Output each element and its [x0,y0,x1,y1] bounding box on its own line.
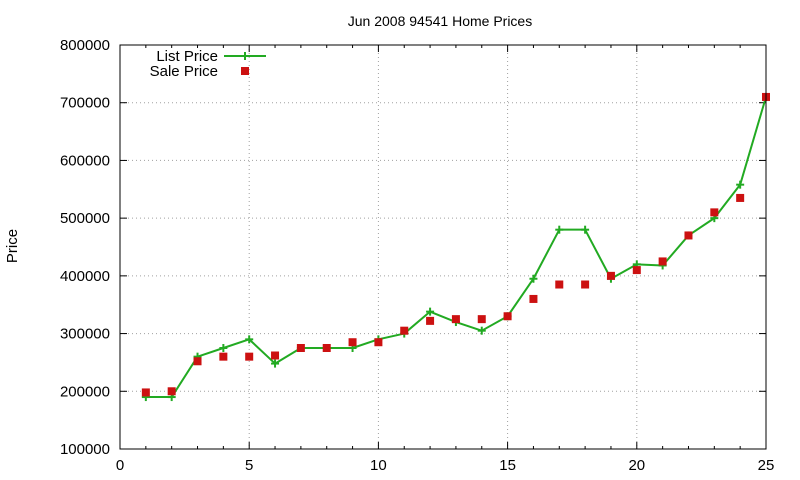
data-point-square [684,231,693,240]
legend-label-sale-price: Sale Price [150,63,218,80]
data-point-square [219,352,228,361]
data-point-square [400,326,409,335]
x-tick-label: 5 [245,457,253,474]
data-point-square [658,257,667,266]
data-point-plus [426,307,435,316]
data-point-plus [245,335,254,344]
data-point-plus [477,326,486,335]
x-tick-label: 10 [370,457,387,474]
legend-label-list-price: List Price [156,48,218,65]
data-point-square [193,357,202,366]
plot-frame [119,44,767,450]
data-point-square [271,351,280,360]
data-point-square [632,266,641,275]
y-tick-label: 500000 [60,210,110,227]
grid [120,45,766,449]
x-tick-label: 25 [758,457,775,474]
data-point-square [322,344,331,352]
series-sale-price [141,92,770,397]
data-point-plus [219,344,228,352]
legend-marker-sale-price [241,67,249,75]
y-tick-label: 800000 [60,37,110,54]
x-tick-label: 20 [628,457,645,474]
data-point-plus [271,359,280,368]
legend: List Price Sale Price [150,48,266,80]
data-point-square [555,280,564,289]
y-tick-label: 200000 [60,383,110,400]
x-tick-label: 0 [116,457,124,474]
series-layer [141,92,770,402]
data-point-square [374,338,383,347]
y-axis-label: Price [4,229,21,263]
data-point-plus [555,225,564,234]
data-point-square [529,294,538,303]
data-point-square [245,352,254,361]
data-point-plus [736,180,745,189]
data-point-square [581,280,590,289]
data-point-square [503,312,512,321]
data-point-square [710,208,719,217]
legend-marker-list-price [241,52,249,60]
series-list-price [141,92,770,402]
data-point-square [296,344,305,352]
y-tick-label: 100000 [60,441,110,458]
data-point-square [736,193,745,202]
y-tick-label: 600000 [60,152,110,169]
data-point-square [426,316,435,325]
y-tick-label: 700000 [60,95,110,112]
data-point-square [606,271,615,280]
data-point-plus [581,225,590,234]
data-point-square [348,338,357,347]
data-point-square [477,315,486,324]
x-tick-label: 15 [499,457,516,474]
data-point-square [167,387,176,396]
chart-title: Jun 2008 94541 Home Prices [348,13,532,29]
data-point-plus [529,274,538,283]
y-tick-label: 300000 [60,326,110,343]
series-line [145,96,767,399]
data-point-square [141,388,150,397]
y-tick-label: 400000 [60,268,110,285]
data-point-square [451,315,460,324]
axis-ticks: 0 5 10 15 20 25 100000 200000 300000 400000 500000… [60,37,774,474]
